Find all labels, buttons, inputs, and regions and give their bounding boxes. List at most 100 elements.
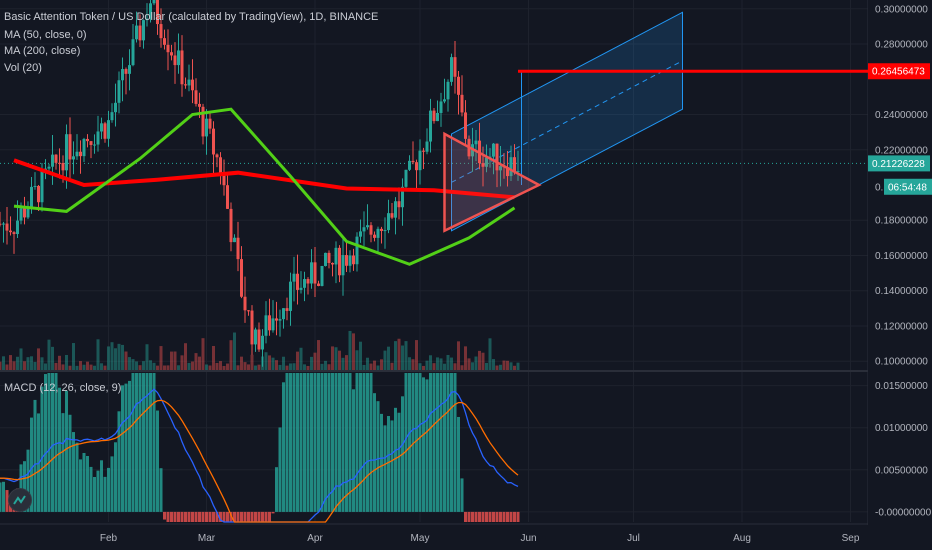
- ma200-legend[interactable]: MA (200, close): [4, 45, 81, 57]
- volume-bar: [61, 364, 65, 370]
- volume-bar: [506, 360, 509, 370]
- candle-body: [142, 20, 145, 41]
- candle-body: [156, 0, 159, 25]
- signal-line: [0, 399, 519, 523]
- tradingview-logo-icon: [8, 488, 32, 512]
- price-tick-label: 0.14000000: [875, 286, 928, 297]
- candle-body: [495, 143, 499, 171]
- macd-histogram-bar: [61, 413, 65, 512]
- volume-legend[interactable]: Vol (20): [4, 62, 42, 74]
- candle-body: [103, 123, 107, 139]
- macd-histogram-bar: [306, 373, 310, 512]
- volume-bar: [516, 362, 520, 370]
- macd-histogram-bar: [327, 373, 331, 512]
- volume-bar: [138, 365, 142, 370]
- volume-bar: [471, 362, 474, 370]
- candle-body: [187, 79, 191, 86]
- volume-bar: [317, 340, 320, 370]
- volume-bar: [247, 364, 250, 370]
- volume-bar: [359, 341, 362, 370]
- volume-bar: [376, 365, 380, 370]
- volume-bar: [2, 356, 5, 370]
- macd-histogram-bar: [247, 511, 250, 522]
- candle-body: [453, 57, 457, 77]
- macd-histogram-bar: [296, 373, 299, 512]
- volume-bar: [467, 358, 471, 370]
- candle-body: [324, 252, 327, 266]
- volume-bar: [278, 364, 282, 370]
- volume-bar: [460, 365, 464, 370]
- candle-body: [492, 143, 495, 157]
- candle-body: [481, 163, 485, 167]
- macd-histogram-bar: [86, 456, 89, 512]
- candle-body: [345, 255, 348, 266]
- macd-histogram-bar: [408, 373, 411, 512]
- ma50-legend[interactable]: MA (50, close, 0): [4, 29, 87, 41]
- candle-body: [79, 151, 82, 157]
- candle-body: [355, 236, 359, 265]
- volume-bar: [121, 344, 124, 370]
- candle-body: [107, 120, 110, 139]
- candle-body: [464, 112, 467, 139]
- macd-histogram-bar: [429, 373, 432, 512]
- candle-body: [418, 150, 422, 171]
- candle-body: [429, 110, 432, 142]
- volume-bar: [180, 355, 184, 370]
- volume-bar: [478, 350, 481, 370]
- macd-histogram-bar: [485, 511, 488, 522]
- volume-bar: [51, 346, 54, 370]
- volume-bar: [492, 359, 495, 370]
- macd-histogram-bar: [229, 511, 233, 522]
- candle-body: [124, 69, 128, 74]
- macd-histogram-bar: [240, 511, 243, 522]
- candle-body: [93, 144, 96, 146]
- triangle-pattern-drawing[interactable]: [443, 131, 542, 233]
- macd-histogram-bar: [103, 476, 107, 512]
- macd-histogram-bar: [159, 468, 163, 512]
- volume-bar: [75, 365, 79, 370]
- candle-body: [226, 185, 229, 209]
- candle-body: [348, 255, 352, 266]
- volume-bar: [380, 359, 383, 370]
- volume-bar: [418, 363, 422, 370]
- macd-histogram-bar: [268, 511, 271, 522]
- macd-tick-label: 0.01500000: [875, 381, 928, 392]
- candle-body: [191, 79, 194, 91]
- volume-bar: [40, 357, 44, 370]
- candle-body: [58, 162, 61, 164]
- candle-body: [68, 134, 72, 160]
- macd-lines: [0, 388, 519, 523]
- macd-tick-label: 0.00500000: [875, 465, 928, 476]
- candle-body: [222, 173, 226, 186]
- volume-bar: [222, 365, 226, 370]
- candle-body: [114, 102, 117, 113]
- macd-histogram-bar: [177, 511, 180, 522]
- volume-bar: [401, 345, 404, 370]
- volume-bar: [257, 364, 261, 370]
- volume-bar: [369, 363, 373, 370]
- candle-body: [327, 252, 331, 263]
- macd-histogram-bar: [478, 511, 481, 522]
- candle-body: [383, 230, 387, 232]
- price-tick-label: 0.22000000: [875, 145, 928, 156]
- candle-body: [415, 162, 418, 171]
- parallel-channel-drawing[interactable]: [0, 11, 868, 232]
- volume-bar: [457, 341, 460, 370]
- candle-body: [282, 308, 285, 320]
- time-tick-label: Apr: [307, 533, 323, 544]
- macd-histogram-bar: [152, 373, 156, 512]
- price-tick-label: 0.10000000: [875, 357, 928, 368]
- macd-histogram-bar: [499, 511, 502, 522]
- volume-bar: [345, 355, 348, 370]
- candle-body: [117, 80, 121, 103]
- macd-histogram-bar: [58, 387, 61, 512]
- volume-bar: [44, 363, 47, 370]
- candle-body: [257, 329, 261, 350]
- candle-body: [243, 296, 247, 311]
- volume-bar: [415, 340, 418, 370]
- candle-body: [44, 168, 47, 170]
- candle-body: [289, 281, 292, 311]
- volume-bar: [362, 364, 366, 370]
- macd-legend[interactable]: MACD (12, 26, close, 9): [4, 382, 122, 394]
- volume-bar: [19, 348, 23, 370]
